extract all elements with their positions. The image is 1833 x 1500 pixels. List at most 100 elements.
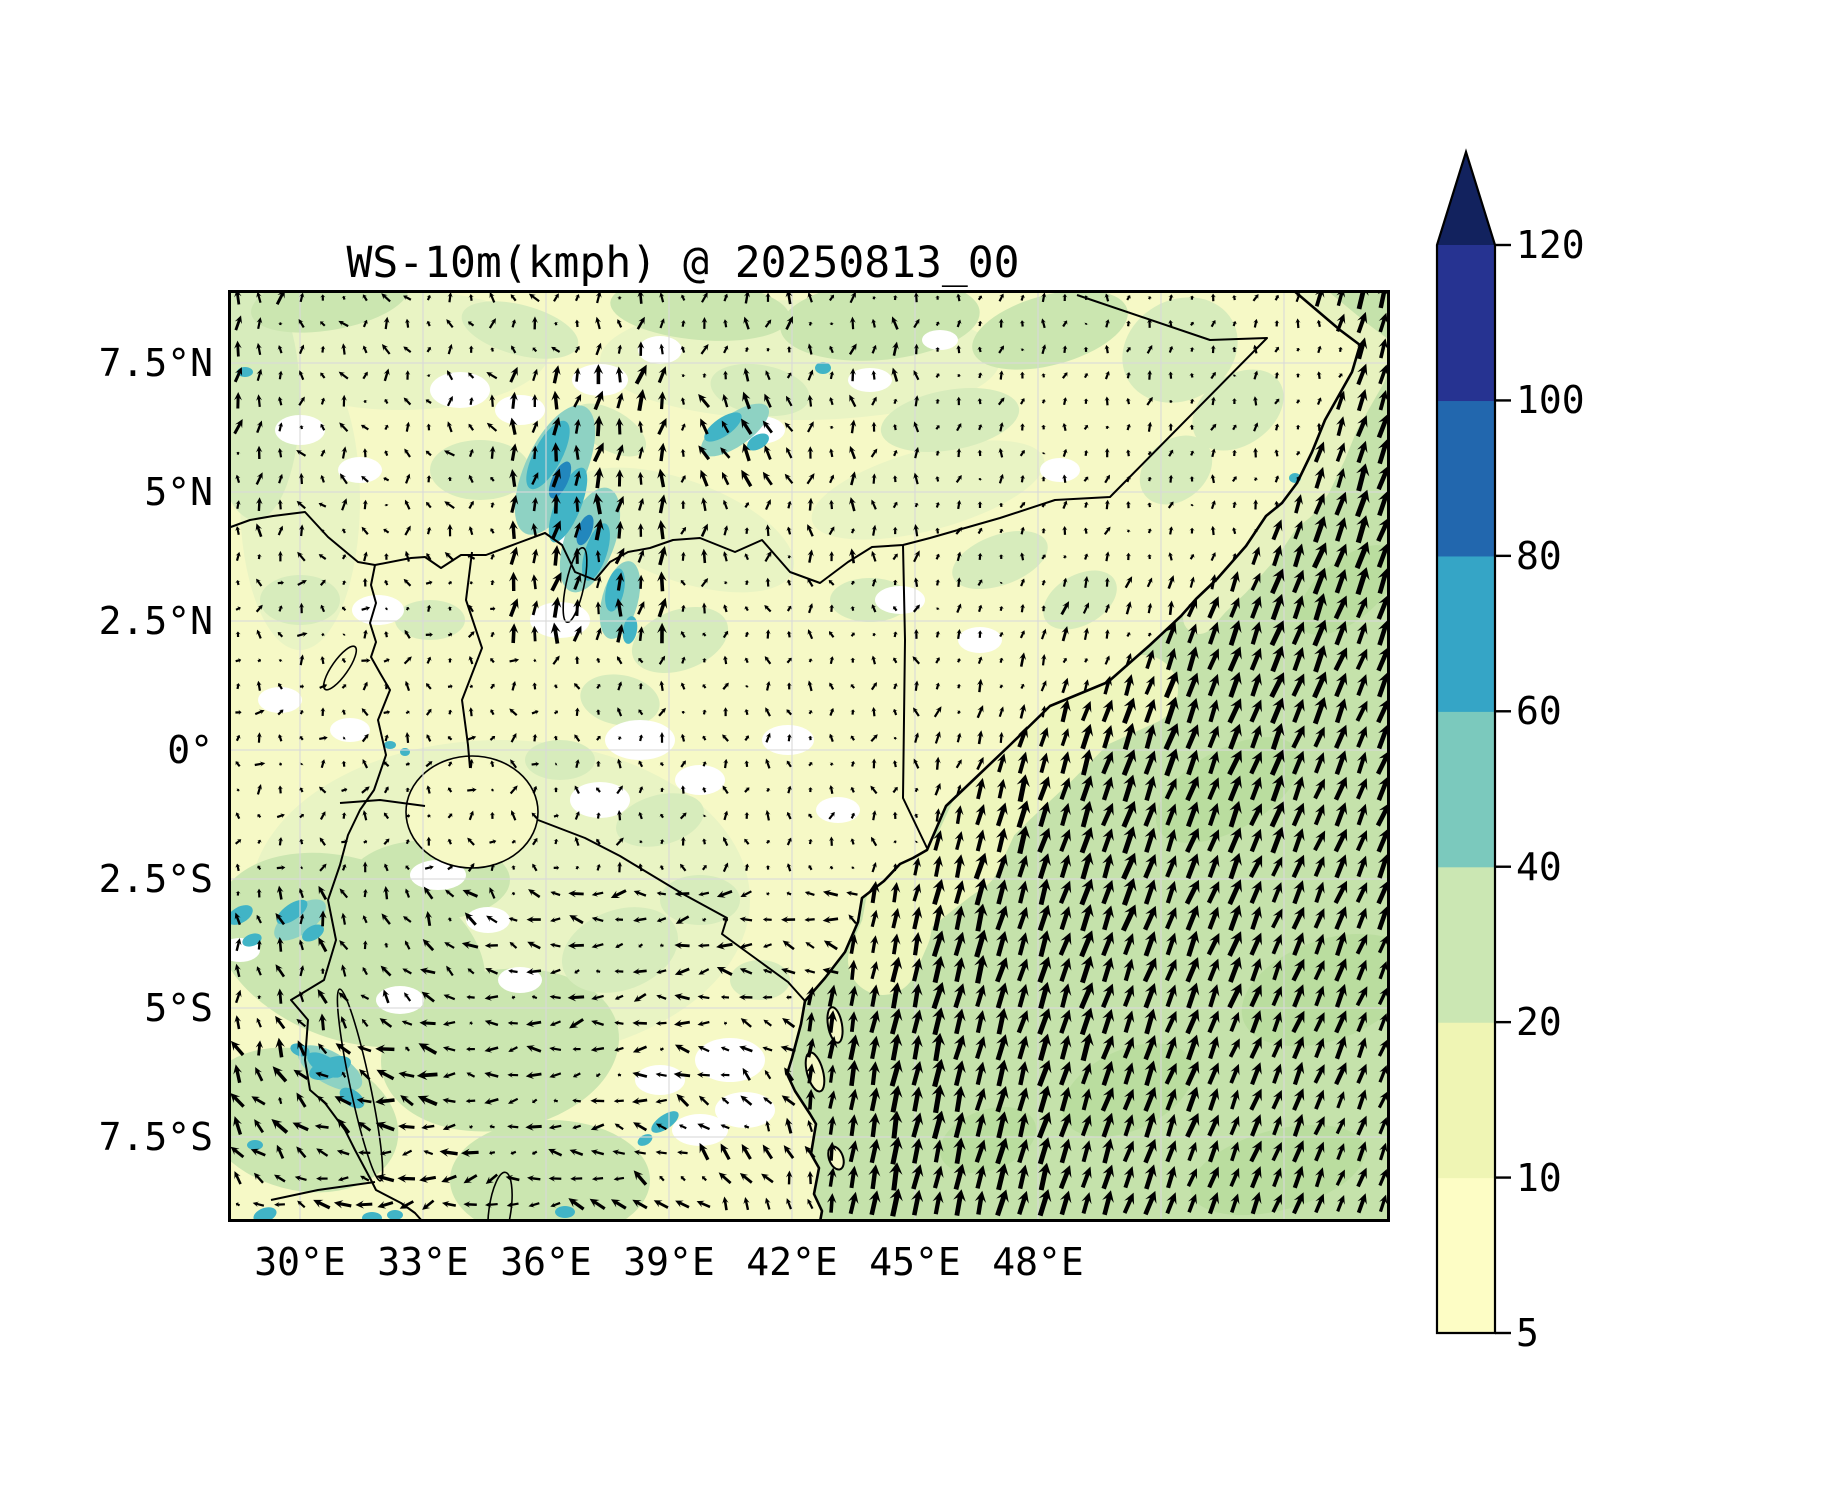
wind-arrow: [509, 546, 519, 566]
wind-arrow: [998, 447, 1004, 458]
wind-arrow: [551, 468, 561, 488]
wind-arrow: [956, 345, 962, 354]
wind-arrow: [1230, 1141, 1240, 1162]
wind-arrow: [744, 685, 750, 688]
wind-arrow: [531, 472, 539, 486]
wind-arrow: [995, 1085, 1009, 1113]
wind-arrow: [744, 553, 749, 561]
wind-arrow: [531, 445, 539, 460]
wind-arrow: [446, 319, 454, 329]
wind-arrow: [1232, 321, 1237, 327]
wind-arrow: [722, 551, 728, 562]
wind-arrow: [277, 709, 284, 716]
wind-arrow: [1164, 748, 1179, 777]
wind-arrow: [1207, 621, 1220, 645]
wind-arrow: [956, 784, 962, 795]
colorbar-tick-label: 100: [1516, 378, 1585, 423]
wind-arrow: [531, 394, 538, 408]
wind-arrow: [638, 943, 644, 948]
calm-wind-patch: [848, 368, 892, 392]
wind-arrow: [935, 502, 941, 508]
wind-arrow: [1229, 597, 1240, 618]
wind-arrow: [468, 526, 474, 536]
wind-arrow: [615, 837, 624, 846]
wind-arrow: [1292, 1165, 1305, 1189]
wind-arrow: [510, 733, 517, 743]
wind-arrow: [741, 418, 753, 435]
wind-arrow: [447, 683, 453, 689]
vegetation-wind-patch: [395, 600, 465, 640]
wind-arrow: [638, 497, 645, 511]
wind-arrow: [935, 373, 941, 378]
wind-arrow: [868, 1112, 881, 1138]
wind-arrow: [508, 1046, 518, 1052]
wind-arrow: [786, 1198, 792, 1210]
wind-arrow: [807, 680, 813, 692]
wind-arrow: [465, 1098, 476, 1104]
wind-arrow: [1102, 1190, 1114, 1216]
wind-arrow: [1062, 577, 1068, 587]
wind-arrow: [403, 295, 412, 301]
wind-arrow: [341, 498, 348, 511]
wind-arrow: [318, 885, 328, 901]
wind-arrow: [593, 390, 604, 411]
wind-arrow: [762, 916, 772, 923]
wind-arrow: [892, 475, 898, 483]
wind-arrow: [531, 1150, 538, 1156]
wind-arrow: [914, 840, 919, 844]
lake-outline: [322, 645, 358, 691]
wind-arrow: [786, 579, 792, 586]
wind-arrow: [1147, 451, 1152, 456]
wind-arrow: [320, 529, 326, 533]
wind-arrow: [1185, 1113, 1200, 1138]
wind-arrow: [869, 984, 880, 1008]
wind-arrow: [911, 983, 923, 1008]
wind-arrow: [697, 994, 710, 1001]
colorbar-segment: [1437, 245, 1495, 402]
wind-arrow: [638, 760, 644, 768]
wind-arrow: [446, 370, 454, 381]
wind-arrow: [1143, 983, 1157, 1009]
wind-arrow: [1039, 727, 1049, 748]
wind-arrow: [337, 1118, 351, 1134]
wind-arrow: [977, 295, 983, 301]
wind-arrow: [847, 1034, 860, 1061]
wind-arrow: [763, 1019, 772, 1027]
wind-arrow: [257, 658, 261, 663]
wind-arrow: [1062, 423, 1068, 432]
wind-arrow: [1038, 801, 1051, 828]
wind-arrow: [1355, 700, 1368, 722]
wind-arrow: [1017, 726, 1028, 748]
wind-arrow: [425, 399, 432, 404]
wind-arrow: [1164, 1010, 1177, 1033]
wind-arrow: [1104, 448, 1110, 458]
wind-arrow: [829, 604, 835, 612]
wind-arrow: [871, 655, 877, 665]
wind-arrow: [592, 492, 604, 515]
wind-arrow: [849, 316, 856, 330]
wind-arrow: [807, 865, 813, 871]
wind-arrow: [526, 1045, 542, 1053]
wind-arrow: [278, 422, 284, 432]
wind-arrow: [553, 293, 559, 302]
wind-arrow: [1249, 1088, 1262, 1111]
jet-core: [387, 1210, 403, 1220]
wind-arrow: [850, 838, 856, 845]
wind-arrow: [1121, 878, 1137, 906]
wind-arrow: [425, 450, 432, 457]
wind-arrow: [551, 390, 561, 410]
wind-arrow: [1292, 1113, 1305, 1137]
wind-arrow: [1231, 476, 1237, 483]
wind-arrow: [781, 916, 796, 924]
wind-arrow: [422, 1199, 435, 1210]
wind-arrow: [889, 1008, 903, 1035]
wind-arrow: [299, 292, 305, 303]
wind-arrow: [953, 854, 965, 879]
wind-arrow: [572, 625, 582, 642]
wind-arrow: [573, 394, 582, 408]
wind-arrow: [1376, 724, 1390, 750]
wind-arrow: [634, 364, 647, 385]
wind-arrow: [461, 941, 479, 950]
wind-arrow: [551, 442, 561, 462]
wind-arrow: [1356, 1063, 1367, 1084]
